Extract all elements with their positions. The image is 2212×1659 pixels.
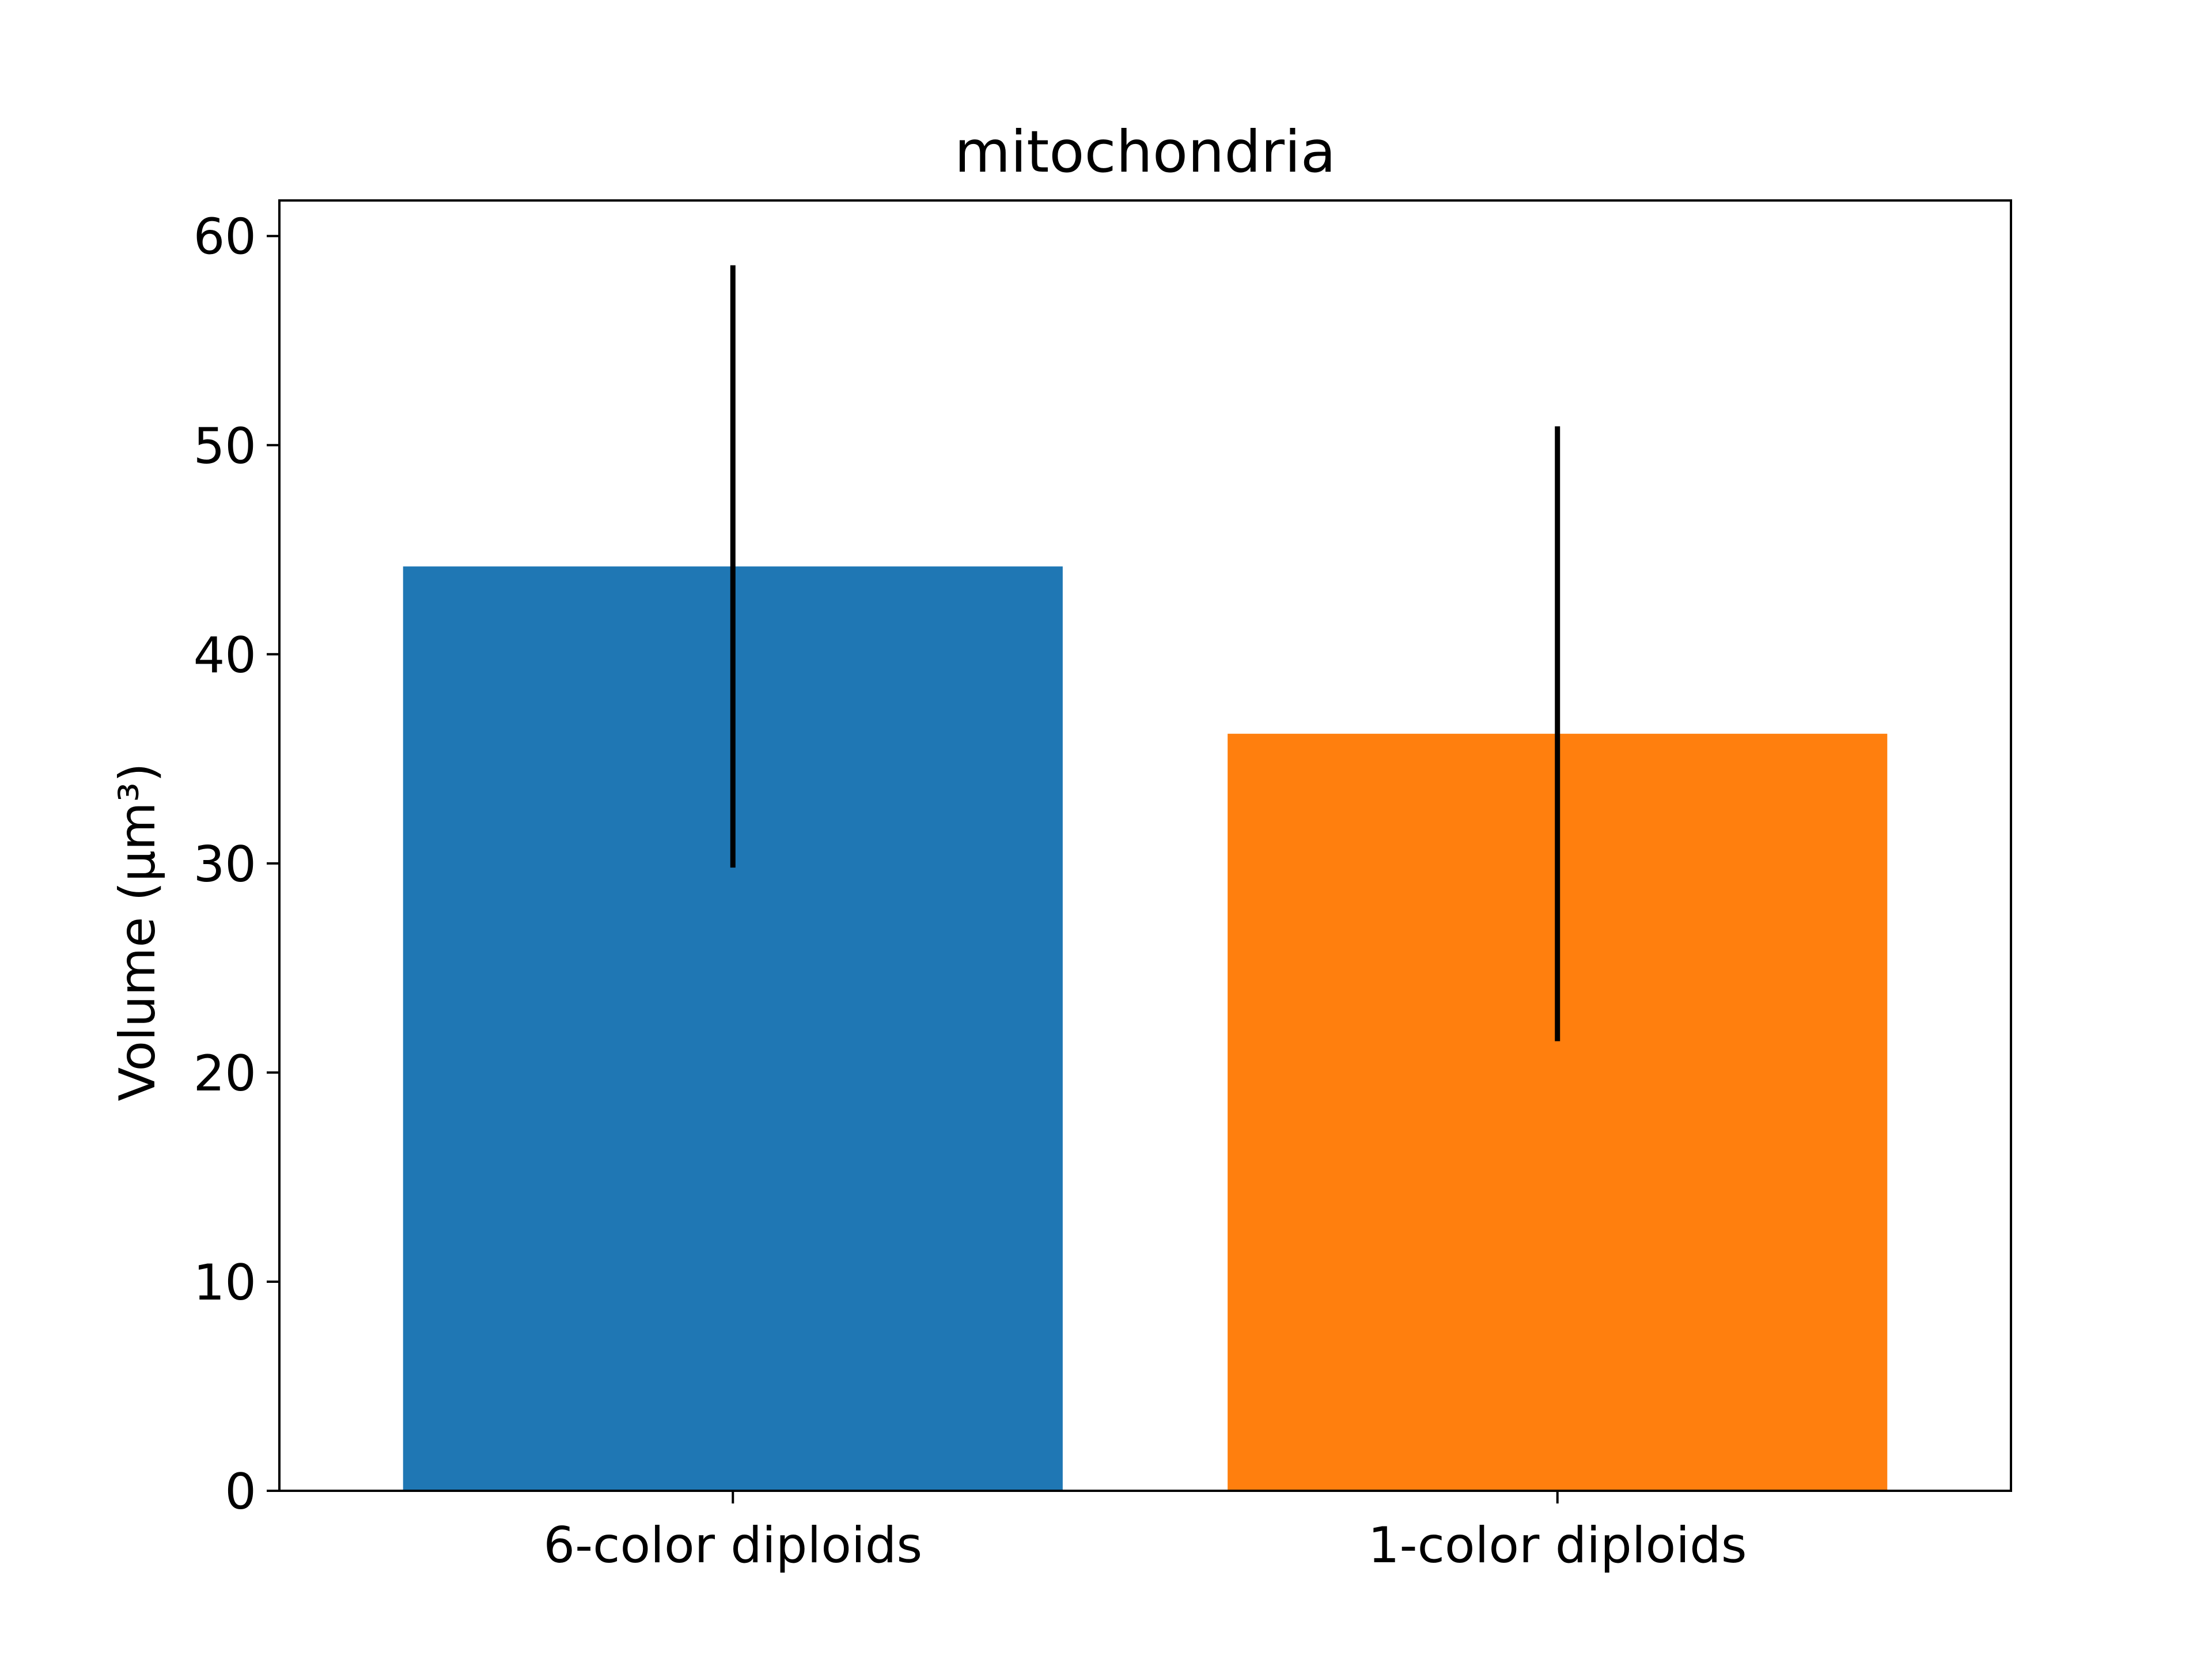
x-tick-label: 6-color diploids xyxy=(543,1517,922,1574)
y-tick-label: 30 xyxy=(194,836,256,893)
chart-title: mitochondria xyxy=(955,118,1336,185)
axes-frame xyxy=(278,199,2012,1492)
plot-area: 0 10 20 30 40 50 60 6-color diploids 1-color di… xyxy=(194,199,2012,1574)
error-bars-group xyxy=(730,265,1560,1041)
y-tick-label: 10 xyxy=(194,1254,256,1312)
y-tick-label: 50 xyxy=(194,418,256,475)
y-tick-label: 40 xyxy=(194,627,256,684)
y-tick-label: 60 xyxy=(194,209,256,266)
x-axis-ticks: 6-color diploids 1-color diploids xyxy=(543,1491,1747,1574)
bars-group xyxy=(403,566,1888,1491)
y-tick-label: 20 xyxy=(194,1045,256,1103)
y-axis-ticks: 0 10 20 30 40 50 60 xyxy=(194,209,279,1521)
x-tick-label: 1-color diploids xyxy=(1368,1517,1747,1574)
y-axis-label: Volume (μm³) xyxy=(109,763,166,1101)
y-tick-label: 0 xyxy=(225,1463,256,1521)
